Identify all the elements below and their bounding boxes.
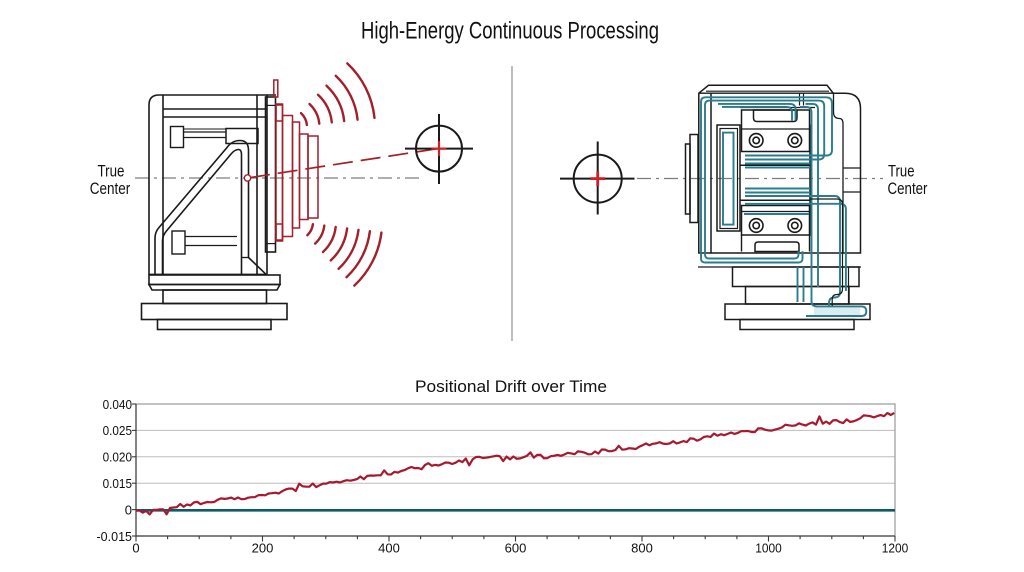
svg-text:1000: 1000 (755, 541, 782, 556)
svg-text:Positional Drift over Time: Positional Drift over Time (415, 377, 607, 396)
svg-text:1200: 1200 (882, 541, 909, 556)
svg-text:400: 400 (378, 541, 400, 556)
svg-text:0.040: 0.040 (103, 397, 132, 412)
svg-text:600: 600 (505, 541, 527, 556)
svg-text:0.015: 0.015 (103, 476, 132, 491)
svg-text:Center: Center (90, 180, 131, 198)
svg-text:0.025: 0.025 (103, 423, 132, 438)
svg-text:0: 0 (132, 541, 139, 556)
svg-text:-0.015: -0.015 (97, 529, 133, 544)
svg-text:200: 200 (252, 541, 274, 556)
svg-text:Center: Center (888, 180, 928, 198)
svg-text:True: True (98, 163, 125, 181)
svg-text:High-Energy Continuous Process: High-Energy Continuous Processing (361, 18, 659, 45)
svg-text:800: 800 (631, 541, 653, 556)
svg-text:0: 0 (125, 502, 132, 517)
svg-text:True: True (888, 163, 915, 181)
svg-text:0.020: 0.020 (103, 450, 132, 465)
